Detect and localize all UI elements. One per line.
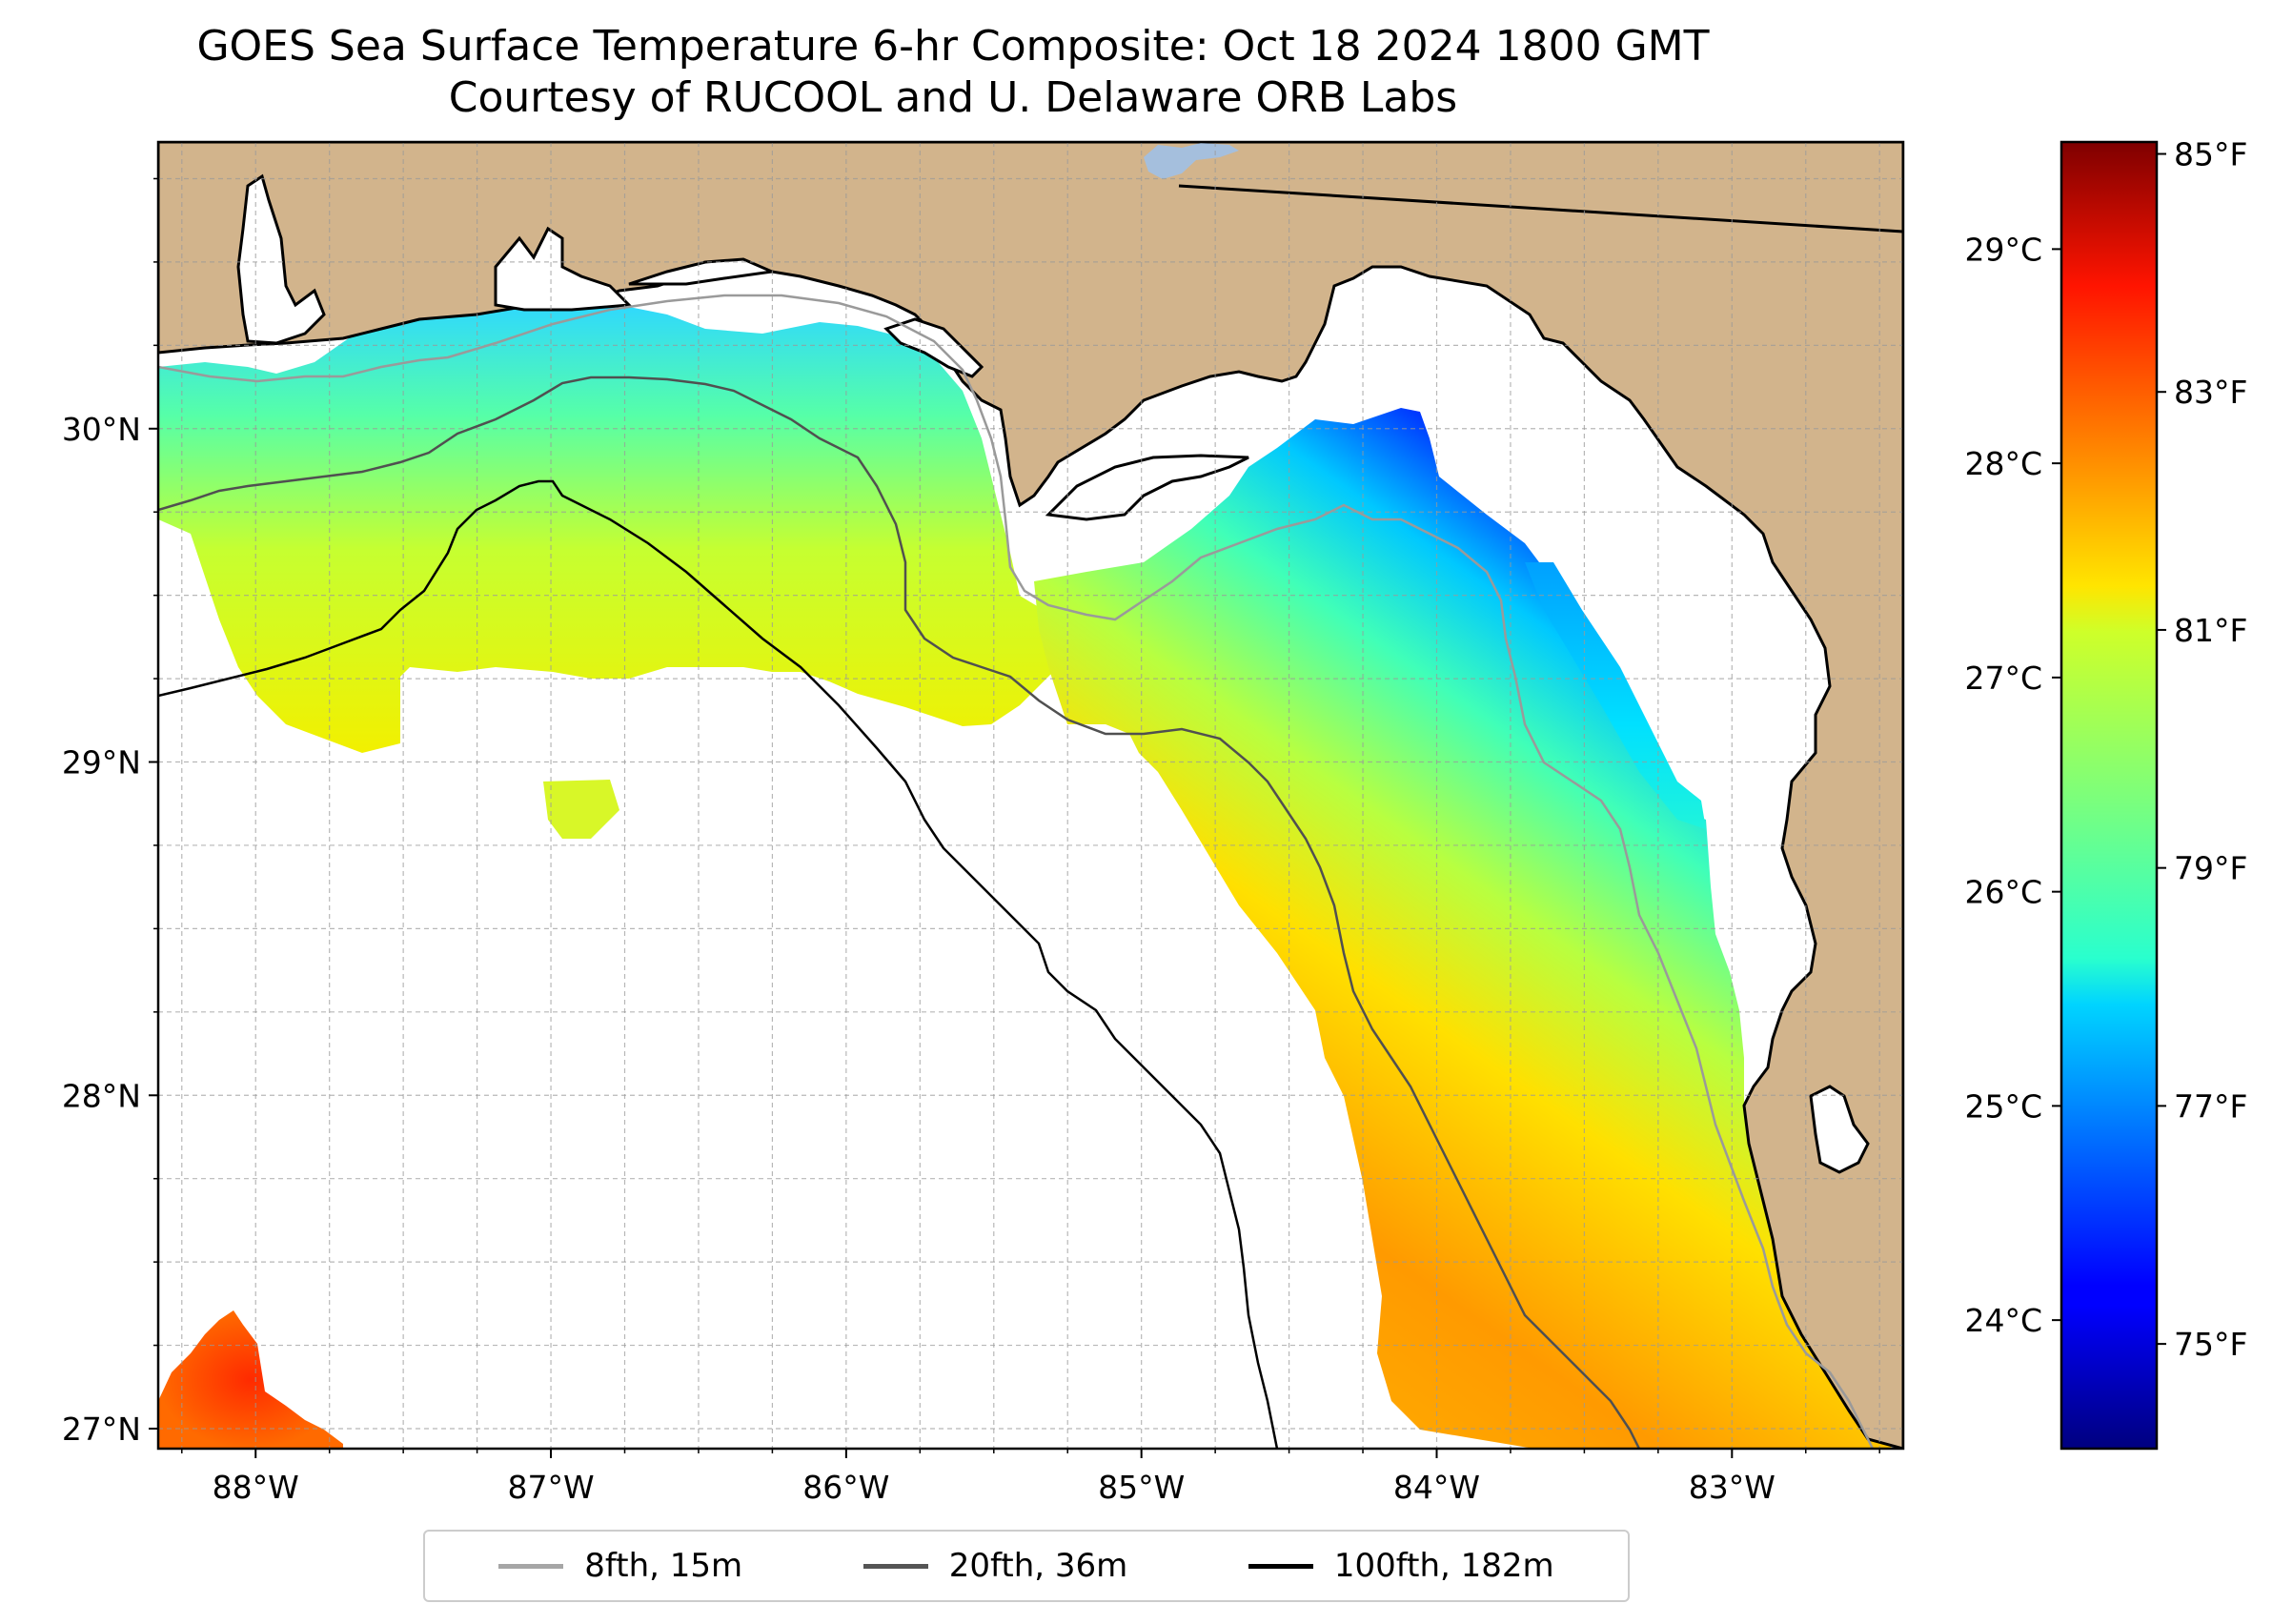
latitude-tick-labels: 30°N 29°N 28°N 27°N [62,177,158,1448]
lon-tick-label: 86°W [802,1469,889,1506]
colorbar-celsius-label: 24°C [1964,1302,2042,1339]
isobath-legend: 8fth, 15m 20fth, 36m 100fth, 182m [423,1530,1630,1602]
colorbar-fahrenheit-label: 83°F [2174,374,2247,411]
colorbar-fahrenheit-label: 75°F [2174,1326,2247,1363]
graticule-grid [158,142,1903,1449]
lon-tick-label: 87°W [507,1469,594,1506]
colorbar-celsius-label: 29°C [1964,231,2042,268]
sst-panhandle-patch [158,303,1067,753]
lat-tick-label: 27°N [62,1411,141,1448]
lon-tick-label: 84°W [1393,1469,1480,1506]
state-boundary-line [1178,184,1903,233]
legend-label-20fth: 20fth, 36m [948,1547,1128,1585]
colorbar-fahrenheit-label: 81°F [2174,612,2247,649]
longitude-tick-labels: 88°W 87°W 86°W 85°W 84°W 83°W [181,1449,1880,1506]
map-content [158,142,1903,1449]
bay-apalachee [1045,454,1249,521]
lat-tick-label: 29°N [62,744,141,782]
bay-mobile [236,173,326,345]
bay-choctawhatchee [628,257,778,286]
sst-east-blue-strip [1525,562,1715,886]
colorbar-ticks: 24°C 25°C 26°C 27°C 28°C 29°C 75°F 77°F 79°F 81°F… [1964,135,2247,1363]
colorbar-fahrenheit-label: 77°F [2174,1087,2247,1125]
title-line-2: Courtesy of RUCOOL and U. Delaware ORB L… [448,73,1458,122]
colorbar [2060,140,2159,1451]
colorbar-celsius-label: 25°C [1964,1087,2042,1125]
isobath-100fth-182m [158,479,1279,1449]
legend-label-8fth: 8fth, 15m [584,1547,743,1585]
lon-tick-label: 85°W [1098,1469,1185,1506]
lat-tick-label: 28°N [62,1077,141,1114]
bay-tampa [1809,1085,1870,1174]
legend-item-100fth: 100fth, 182m [1248,1547,1554,1585]
map-title: GOES Sea Surface Temperature 6-hr Compos… [0,21,1906,124]
isobath-20fth-36m [158,376,1641,1449]
legend-swatch-20fth [862,1563,928,1569]
title-line-1: GOES Sea Surface Temperature 6-hr Compos… [196,22,1710,71]
legend-label-100fth: 100fth, 182m [1333,1547,1554,1585]
colorbar-celsius-label: 28°C [1964,445,2042,482]
colorbar-celsius-label: 26°C [1964,874,2042,911]
colorbar-fahrenheit-label: 85°F [2174,135,2247,173]
bay-st-andrews [883,317,984,378]
sst-small-patch [543,780,619,839]
colorbar-fahrenheit-label: 79°F [2174,850,2247,887]
colorbar-celsius-label: 27°C [1964,660,2042,697]
legend-swatch-100fth [1248,1563,1313,1569]
lon-tick-label: 83°W [1689,1469,1776,1506]
bay-pensacola [494,226,633,312]
legend-item-20fth: 20fth, 36m [862,1547,1128,1585]
isobath-8fth-15m [158,294,1875,1449]
legend-swatch-8fth [498,1563,564,1569]
lat-tick-label: 30°N [62,411,141,448]
legend-item-8fth: 8fth, 15m [498,1547,742,1585]
lon-tick-label: 88°W [213,1469,299,1506]
map-frame [156,140,1905,1451]
land-north-panhandle [158,142,1903,1449]
